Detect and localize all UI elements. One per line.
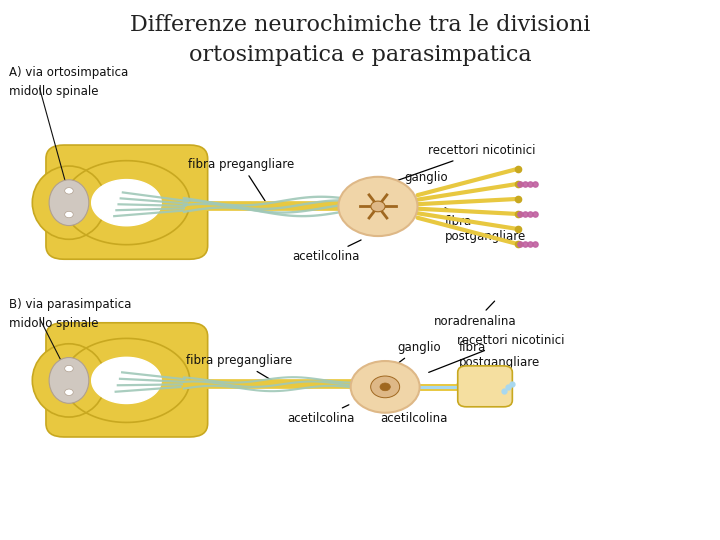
Text: acetilcolina: acetilcolina [380,406,448,425]
Circle shape [338,177,418,236]
FancyBboxPatch shape [458,366,513,407]
Text: A) via ortosimpatica: A) via ortosimpatica [9,66,129,79]
Text: B) via parasimpatica: B) via parasimpatica [9,298,132,311]
Text: noradrenalina: noradrenalina [434,301,517,328]
Text: midollo spinale: midollo spinale [9,317,99,330]
Circle shape [380,383,390,391]
Ellipse shape [32,344,106,417]
FancyBboxPatch shape [46,323,207,437]
Ellipse shape [49,180,89,226]
Text: fibra
postgangliare: fibra postgangliare [457,341,541,384]
Circle shape [65,389,73,395]
Ellipse shape [32,166,106,239]
Polygon shape [63,161,189,245]
Text: Differenze neurochimiche tra le divisioni: Differenze neurochimiche tra le division… [130,14,590,36]
Text: ortosimpatica e parasimpatica: ortosimpatica e parasimpatica [189,44,531,66]
Circle shape [65,366,73,372]
Polygon shape [63,339,189,422]
Text: fibra pregangliare: fibra pregangliare [186,354,292,382]
Circle shape [371,376,400,398]
Polygon shape [91,180,161,226]
Polygon shape [91,357,161,403]
Text: recettori nicotinici: recettori nicotinici [428,334,564,373]
FancyBboxPatch shape [46,145,207,259]
Text: midollo spinale: midollo spinale [9,85,99,98]
Text: ganglio: ganglio [385,171,448,197]
Circle shape [371,201,385,212]
Text: fibra pregangliare: fibra pregangliare [189,158,294,201]
Text: ganglio: ganglio [390,341,441,369]
Text: acetilcolina: acetilcolina [287,405,354,425]
Ellipse shape [49,357,89,403]
Circle shape [65,211,73,218]
Text: acetilcolina: acetilcolina [292,240,361,264]
Text: recettori nicotinici: recettori nicotinici [383,144,536,186]
Circle shape [65,187,73,194]
Text: fibra
postgangliare: fibra postgangliare [445,208,526,244]
Circle shape [351,361,420,413]
